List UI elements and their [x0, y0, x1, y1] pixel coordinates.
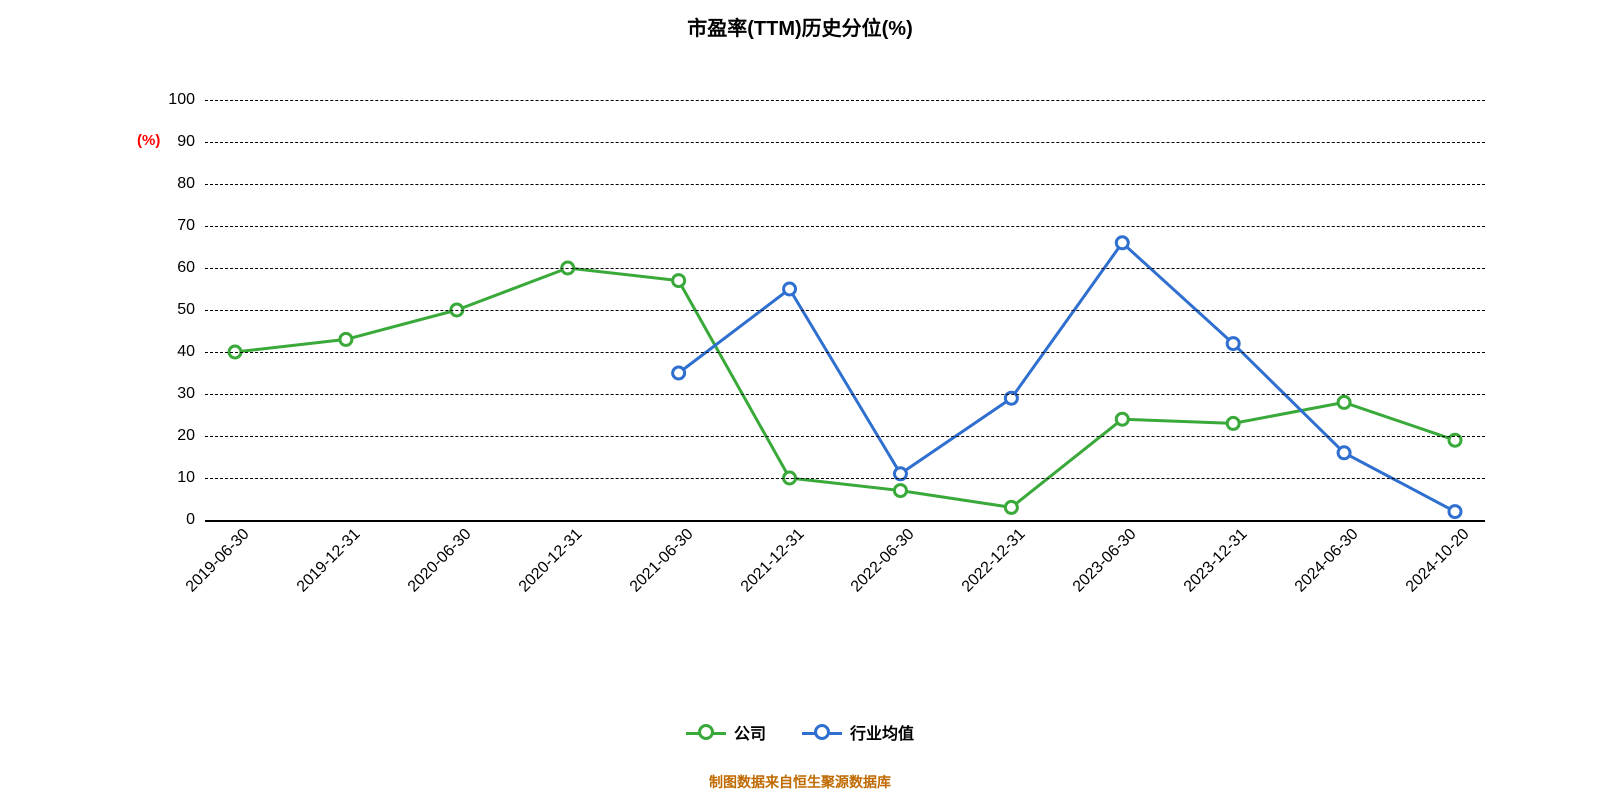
x-tick-label: 2019-06-30: [177, 520, 253, 596]
series-marker: [1449, 506, 1461, 518]
gridline: [205, 436, 1485, 437]
series-marker: [1116, 237, 1128, 249]
chart-container: 市盈率(TTM)历史分位(%) (%) 01020304050607080901…: [0, 0, 1600, 800]
series-marker: [1227, 338, 1239, 350]
chart-title: 市盈率(TTM)历史分位(%): [0, 12, 1600, 41]
x-tick-label: 2024-10-20: [1397, 520, 1473, 596]
legend-swatch: [802, 724, 842, 740]
gridline: [205, 100, 1485, 101]
gridline: [205, 142, 1485, 143]
x-tick-label: 2020-06-30: [399, 520, 475, 596]
y-tick-label: 60: [177, 259, 205, 277]
x-tick-label: 2024-06-30: [1286, 520, 1362, 596]
legend: 公司 行业均值: [0, 720, 1600, 745]
x-tick-label: 2020-12-31: [510, 520, 586, 596]
y-tick-label: 80: [177, 175, 205, 193]
y-tick-label: 100: [168, 91, 205, 109]
y-tick-label: 30: [177, 385, 205, 403]
series-marker: [340, 333, 352, 345]
series-marker: [673, 275, 685, 287]
legend-item: 公司: [686, 720, 766, 744]
series-line: [679, 243, 1455, 512]
y-tick-label: 20: [177, 427, 205, 445]
series-marker: [673, 367, 685, 379]
y-tick-label: 40: [177, 343, 205, 361]
y-tick-label: 70: [177, 217, 205, 235]
legend-swatch: [686, 724, 726, 740]
series-marker: [1116, 413, 1128, 425]
gridline: [205, 268, 1485, 269]
y-tick-label: 50: [177, 301, 205, 319]
y-tick-label: 10: [177, 469, 205, 487]
legend-label: 公司: [734, 720, 766, 744]
series-marker: [784, 283, 796, 295]
x-tick-label: 2021-06-30: [621, 520, 697, 596]
plot-area: 01020304050607080901002019-06-302019-12-…: [205, 100, 1485, 520]
x-tick-label: 2022-12-31: [953, 520, 1029, 596]
series-marker: [1227, 417, 1239, 429]
series-line: [235, 268, 1455, 507]
footer-credit: 制图数据来自恒生聚源数据库: [0, 772, 1600, 792]
legend-item: 行业均值: [802, 720, 914, 744]
gridline: [205, 184, 1485, 185]
y-axis-unit: (%): [137, 132, 160, 149]
gridline: [205, 226, 1485, 227]
gridline: [205, 394, 1485, 395]
gridline: [205, 478, 1485, 479]
legend-label: 行业均值: [850, 720, 914, 744]
gridline: [205, 310, 1485, 311]
series-marker: [1005, 501, 1017, 513]
gridline: [205, 352, 1485, 353]
x-tick-label: 2023-12-31: [1175, 520, 1251, 596]
series-marker: [1338, 447, 1350, 459]
y-tick-label: 0: [186, 511, 205, 529]
x-tick-label: 2019-12-31: [288, 520, 364, 596]
x-tick-label: 2021-12-31: [732, 520, 808, 596]
x-tick-label: 2023-06-30: [1064, 520, 1140, 596]
x-axis-baseline: [205, 520, 1485, 522]
series-marker: [894, 485, 906, 497]
series-marker: [1338, 396, 1350, 408]
x-tick-label: 2022-06-30: [843, 520, 919, 596]
y-tick-label: 90: [177, 133, 205, 151]
